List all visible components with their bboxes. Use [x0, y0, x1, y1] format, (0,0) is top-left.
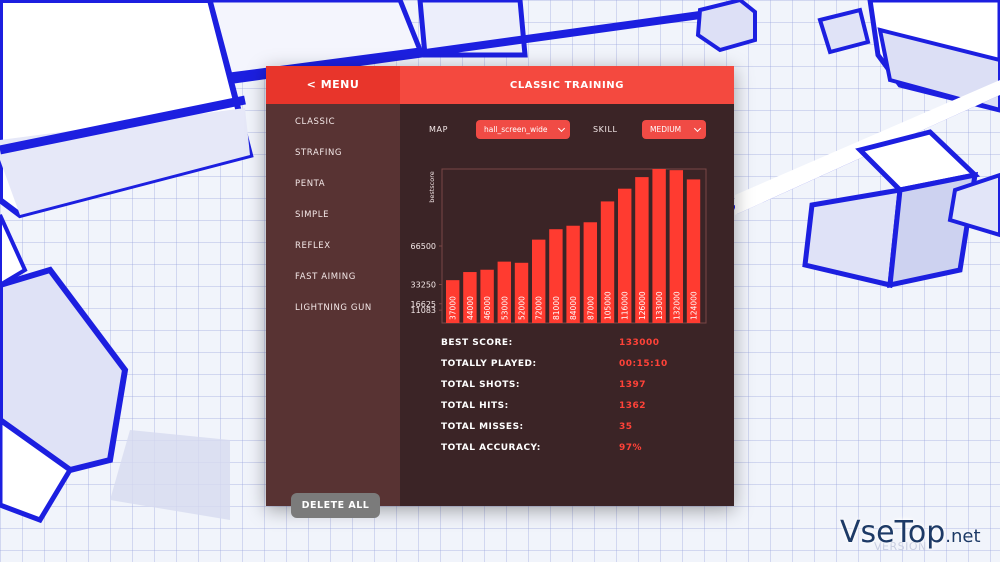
bar-value-label: 116000 [621, 291, 630, 320]
mode-sidebar: < MENU CLASSIC STRAFING PENTA SIMPLE REF… [266, 66, 400, 518]
bar-value-label: 52000 [518, 296, 527, 320]
chart-bar [532, 239, 546, 323]
delete-all-button[interactable]: DELETE ALL [291, 493, 380, 518]
chart-bar [480, 269, 494, 323]
stat-value: 133000 [619, 338, 660, 348]
bar-value-label: 132000 [672, 291, 681, 320]
chart-bar [686, 179, 701, 323]
stat-label: TOTAL SHOTS: [441, 380, 520, 390]
skill-select-value: MEDIUM [650, 125, 682, 134]
stat-value: 35 [619, 422, 633, 432]
mode-item-simple[interactable]: SIMPLE [295, 210, 330, 220]
bar-value-label: 105000 [604, 291, 613, 320]
mode-item-penta[interactable]: PENTA [295, 179, 326, 189]
stat-label: TOTAL HITS: [441, 401, 509, 411]
bar-value-label: 84000 [569, 296, 578, 320]
y-tick-label: 11083 [411, 306, 436, 315]
bar-value-label: 126000 [638, 291, 647, 320]
bar-value-label: 124000 [690, 291, 699, 320]
chart-bar [583, 222, 598, 323]
stat-label: TOTAL MISSES: [441, 422, 524, 432]
watermark-main: VseTop [840, 515, 946, 550]
map-label: MAP [429, 125, 448, 134]
stat-label: TOTALLY PLAYED: [441, 359, 537, 369]
page-title: CLASSIC TRAINING [400, 66, 734, 104]
chart-bar [497, 261, 512, 323]
skill-select[interactable]: MEDIUM [642, 120, 706, 139]
chart-bar [463, 272, 477, 323]
y-tick-label: 16625 [411, 300, 436, 309]
y-tick-label: 33250 [411, 281, 436, 290]
bar-value-label: 87000 [586, 296, 595, 320]
watermark-tld: .net [945, 526, 981, 547]
bar-value-label: 37000 [449, 296, 458, 320]
stat-value: 1362 [619, 401, 647, 411]
stat-value: 97% [619, 443, 643, 453]
stat-value: 1397 [619, 380, 647, 390]
mode-item-classic[interactable]: CLASSIC [295, 117, 336, 127]
version-text: VERSION [874, 540, 927, 553]
mode-item-fast-aiming[interactable]: FAST AIMING [295, 272, 356, 282]
bar-value-label: 44000 [466, 296, 475, 320]
mode-item-strafing[interactable]: STRAFING [295, 148, 343, 158]
chart-bar [618, 188, 632, 323]
chevron-down-icon [693, 124, 702, 133]
watermark-logo: VseTop.net [840, 515, 981, 550]
mode-item-reflex[interactable]: REFLEX [295, 241, 331, 251]
bar-value-label: 72000 [535, 296, 544, 320]
bar-value-label: 133000 [655, 291, 664, 320]
chart-bar [549, 229, 563, 323]
bar-value-label: 46000 [483, 296, 492, 320]
map-select-value: hall_screen_wide [484, 125, 548, 134]
stat-value: 00:15:10 [619, 359, 668, 369]
chart-bar [514, 262, 529, 323]
stat-label: BEST SCORE: [441, 338, 513, 348]
chevron-down-icon [557, 124, 566, 133]
y-tick-label: 66500 [411, 242, 436, 251]
chart-bar [446, 280, 460, 323]
mode-item-lightning-gun[interactable]: LIGHTNING GUN [295, 303, 372, 313]
y-axis-title: bestscore [428, 171, 436, 203]
mode-list: CLASSIC STRAFING PENTA SIMPLE REFLEX FAS… [266, 113, 400, 330]
chart-plot-frame [441, 168, 707, 324]
chart-bar [669, 170, 684, 323]
chart-bar [600, 201, 615, 323]
map-select[interactable]: hall_screen_wide [476, 120, 570, 139]
stat-label: TOTAL ACCURACY: [441, 443, 541, 453]
chart-bar [635, 177, 649, 323]
training-stats-panel: < MENU CLASSIC STRAFING PENTA SIMPLE REF… [266, 66, 734, 518]
skill-label: SKILL [593, 125, 618, 134]
back-to-menu-button[interactable]: < MENU [266, 66, 400, 104]
chart-bar [652, 169, 666, 323]
bar-value-label: 53000 [500, 296, 509, 320]
bar-value-label: 81000 [552, 296, 561, 320]
chart-bar [566, 225, 580, 323]
